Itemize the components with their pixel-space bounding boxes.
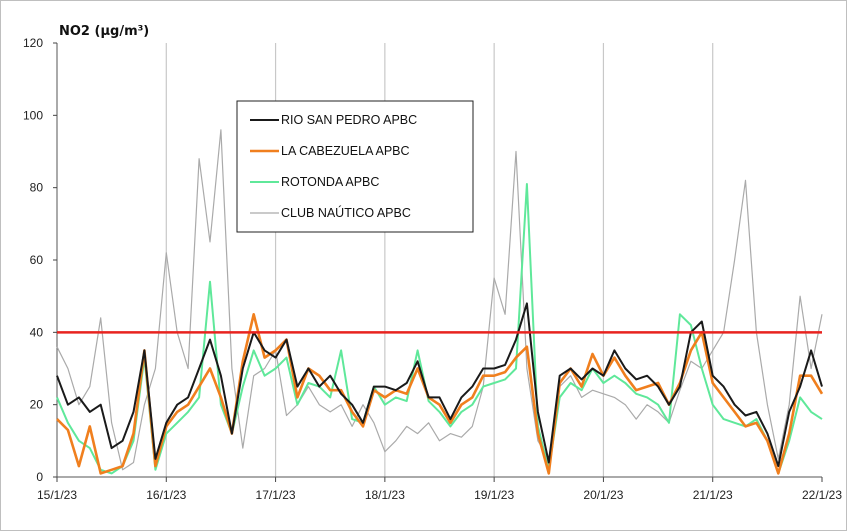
series-line-1 [56, 312, 824, 475]
axes: 15/1/23 16/1/23 17/1/23 18/1/23 19/1/23 20/1/… [23, 36, 842, 502]
series-line-3 [56, 129, 823, 471]
x-tick-label: 19/1/23 [474, 488, 514, 502]
legend-label: ROTONDA APBC [281, 175, 379, 189]
x-tick-label: 18/1/23 [365, 488, 405, 502]
legend-label: LA CABEZUELA APBC [281, 144, 410, 158]
x-tick-label: 17/1/23 [256, 488, 296, 502]
x-tick-label: 20/1/23 [583, 488, 623, 502]
legend-box [236, 100, 474, 233]
series-line-0 [56, 302, 823, 468]
x-tick-label: 15/1/23 [37, 488, 77, 502]
legend: RIO SAN PEDRO APBC LA CABEZUELA APBC ROTON… [236, 100, 474, 233]
legend-label: RIO SAN PEDRO APBC [281, 113, 417, 127]
y-tick-label: 60 [30, 253, 44, 267]
y-tick-label: 80 [30, 181, 44, 195]
y-tick-label: 0 [36, 470, 43, 484]
series-line-2 [56, 183, 823, 475]
y-tick-label: 40 [30, 325, 44, 339]
series-lines [56, 129, 824, 475]
legend-label: CLUB NAÚTICO APBC [281, 205, 411, 220]
y-tick-label: 20 [30, 398, 44, 412]
chart-title: NO2 (µg/m³) [59, 24, 149, 39]
y-tick-label: 100 [23, 108, 43, 122]
x-tick-label: 21/1/23 [693, 488, 733, 502]
y-tick-label: 120 [23, 36, 43, 50]
x-tick-label: 22/1/23 [802, 488, 842, 502]
x-tick-label: 16/1/23 [146, 488, 186, 502]
